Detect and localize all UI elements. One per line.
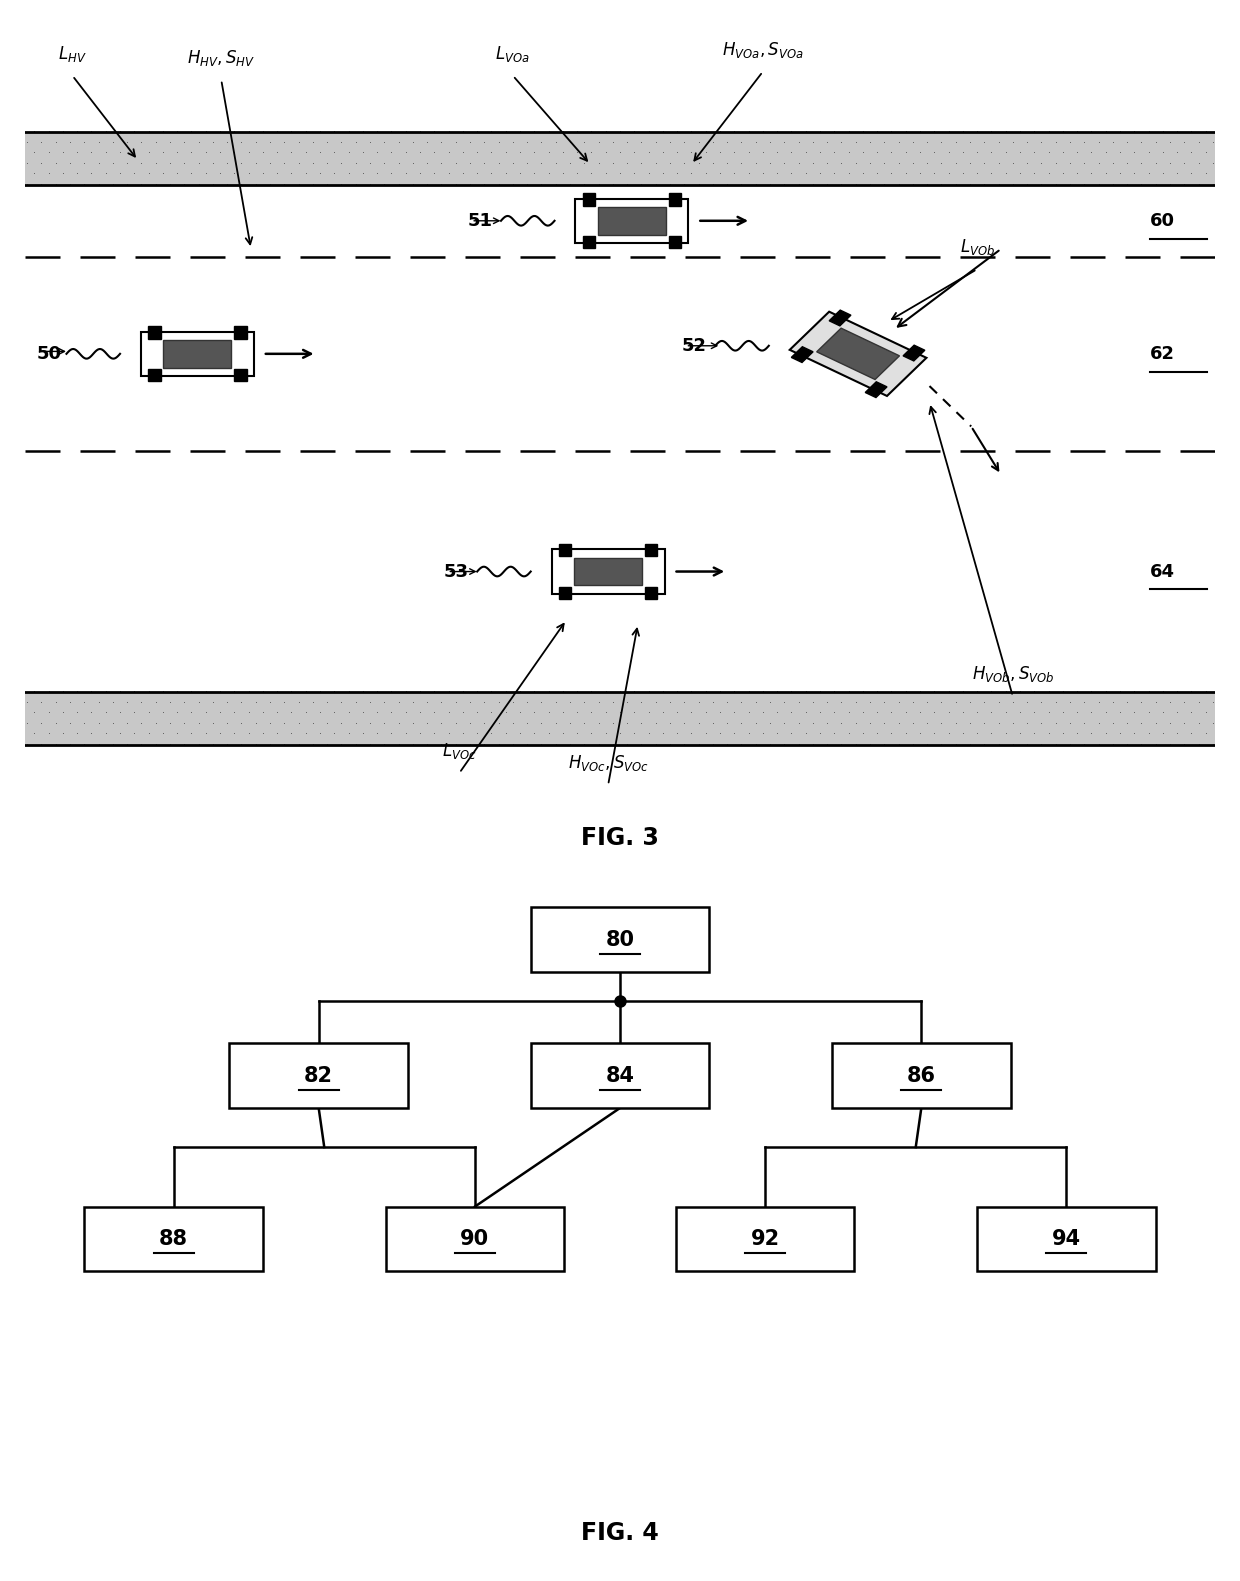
Text: $H_{VOa},S_{VOa}$: $H_{VOa},S_{VOa}$	[722, 40, 804, 60]
Text: 92: 92	[750, 1228, 780, 1249]
Bar	[676, 1206, 854, 1271]
Polygon shape	[668, 193, 681, 206]
Bar	[531, 907, 709, 972]
Bar	[386, 1206, 564, 1271]
Text: 88: 88	[159, 1228, 188, 1249]
Text: 62: 62	[1149, 345, 1174, 362]
Polygon shape	[817, 329, 899, 379]
Text: $L_{VOc}$: $L_{VOc}$	[441, 741, 476, 760]
Polygon shape	[598, 207, 666, 234]
Polygon shape	[583, 193, 595, 206]
Polygon shape	[791, 346, 813, 362]
Bar	[84, 1206, 263, 1271]
Text: 80: 80	[605, 930, 635, 950]
Polygon shape	[668, 236, 681, 248]
Polygon shape	[234, 326, 247, 338]
Text: 64: 64	[1149, 563, 1174, 580]
Bar	[977, 1206, 1156, 1271]
Polygon shape	[903, 345, 925, 360]
Text: 86: 86	[906, 1066, 936, 1086]
Polygon shape	[575, 199, 688, 243]
Bar	[531, 1043, 709, 1108]
Polygon shape	[574, 558, 642, 585]
Polygon shape	[164, 340, 232, 367]
Polygon shape	[149, 326, 161, 338]
Polygon shape	[645, 544, 657, 557]
Polygon shape	[234, 368, 247, 381]
Polygon shape	[559, 544, 572, 557]
Bar	[25, 692, 1215, 745]
Text: $L_{VOb}$: $L_{VOb}$	[960, 237, 994, 258]
Text: 52: 52	[682, 337, 707, 354]
Polygon shape	[790, 311, 926, 395]
Text: 51: 51	[467, 212, 492, 229]
Polygon shape	[141, 332, 254, 376]
Text: $L_{VOa}$: $L_{VOa}$	[496, 44, 531, 63]
Text: $H_{VOc},S_{VOc}$: $H_{VOc},S_{VOc}$	[568, 753, 649, 773]
Text: $H_{HV},S_{HV}$: $H_{HV},S_{HV}$	[187, 47, 255, 68]
Text: 53: 53	[444, 563, 469, 580]
Text: $L_{HV}$: $L_{HV}$	[58, 44, 87, 63]
Text: $H_{VOb},S_{VOb}$: $H_{VOb},S_{VOb}$	[972, 664, 1054, 685]
Text: 84: 84	[605, 1066, 635, 1086]
Polygon shape	[583, 236, 595, 248]
Polygon shape	[559, 587, 572, 599]
Bar	[229, 1043, 408, 1108]
Text: FIG. 4: FIG. 4	[582, 1521, 658, 1545]
Text: 90: 90	[460, 1228, 490, 1249]
Text: 94: 94	[1052, 1228, 1081, 1249]
Text: 82: 82	[304, 1066, 334, 1086]
Bar	[832, 1043, 1011, 1108]
Text: FIG. 3: FIG. 3	[582, 825, 658, 849]
Polygon shape	[866, 381, 887, 397]
Text: 50: 50	[37, 345, 62, 362]
Bar	[25, 133, 1215, 185]
Polygon shape	[552, 549, 665, 594]
Polygon shape	[645, 587, 657, 599]
Polygon shape	[149, 368, 161, 381]
Polygon shape	[830, 310, 851, 326]
Text: 60: 60	[1149, 212, 1174, 229]
